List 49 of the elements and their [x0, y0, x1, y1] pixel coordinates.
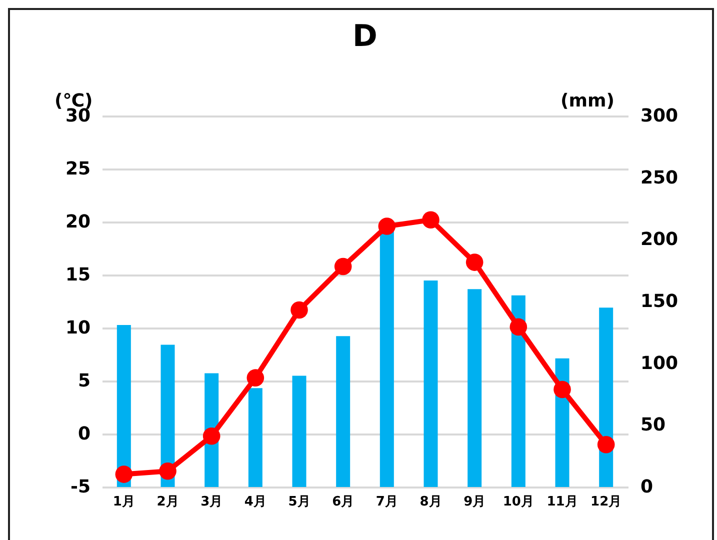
bar: [380, 230, 394, 487]
point: [378, 218, 396, 235]
y-tick-label: 15: [65, 264, 90, 286]
point: [422, 211, 440, 229]
x-tick-label: 11月: [546, 494, 578, 510]
y2-tick-label: 0: [640, 476, 654, 498]
x-tick-label: 12月: [590, 494, 622, 510]
x-tick-label: 10月: [502, 494, 534, 510]
y2-tick-label: 250: [640, 167, 678, 188]
y2-tick-label: 100: [640, 352, 678, 374]
y-tick-label: 10: [65, 318, 90, 338]
bar: [292, 376, 306, 487]
point: [246, 369, 264, 386]
point: [597, 436, 615, 454]
y2-tick-label: 300: [640, 106, 678, 126]
y-tick-label: 25: [65, 158, 90, 180]
y2-tick-label: 150: [640, 291, 678, 312]
y-tick-label: 0: [78, 424, 90, 444]
bar: [336, 336, 350, 487]
y2-tick-label: 200: [640, 229, 678, 250]
point: [334, 258, 352, 276]
point: [510, 318, 528, 336]
x-tick-label: 3月: [200, 494, 223, 510]
bar: [599, 308, 614, 487]
bar: [511, 295, 526, 487]
x-tick-label: 8月: [420, 494, 442, 510]
bar: [116, 324, 131, 487]
x-tick-label: 2月: [156, 494, 179, 510]
y2-axis-title: (mm): [560, 90, 614, 112]
chart-title: D: [352, 19, 378, 54]
y-tick-label: 5: [78, 370, 90, 392]
bar: [248, 388, 262, 487]
x-tick-label: 9月: [464, 494, 486, 510]
x-tick-label: 6月: [332, 494, 354, 510]
bar: [424, 280, 438, 487]
x-tick-label: 5月: [288, 494, 310, 510]
x-tick-label: 4月: [244, 494, 266, 510]
y2-tick-label: 50: [640, 414, 666, 436]
point: [466, 254, 484, 271]
y-tick-label: -5: [70, 476, 90, 498]
x-tick-label: 7月: [376, 494, 398, 510]
point: [202, 427, 220, 445]
point: [554, 380, 571, 398]
point: [159, 462, 176, 480]
point: [290, 301, 308, 319]
bar: [468, 289, 482, 487]
point: [115, 466, 133, 483]
y-tick-label: 20: [65, 212, 90, 232]
x-tick-label: 1月: [112, 494, 135, 510]
